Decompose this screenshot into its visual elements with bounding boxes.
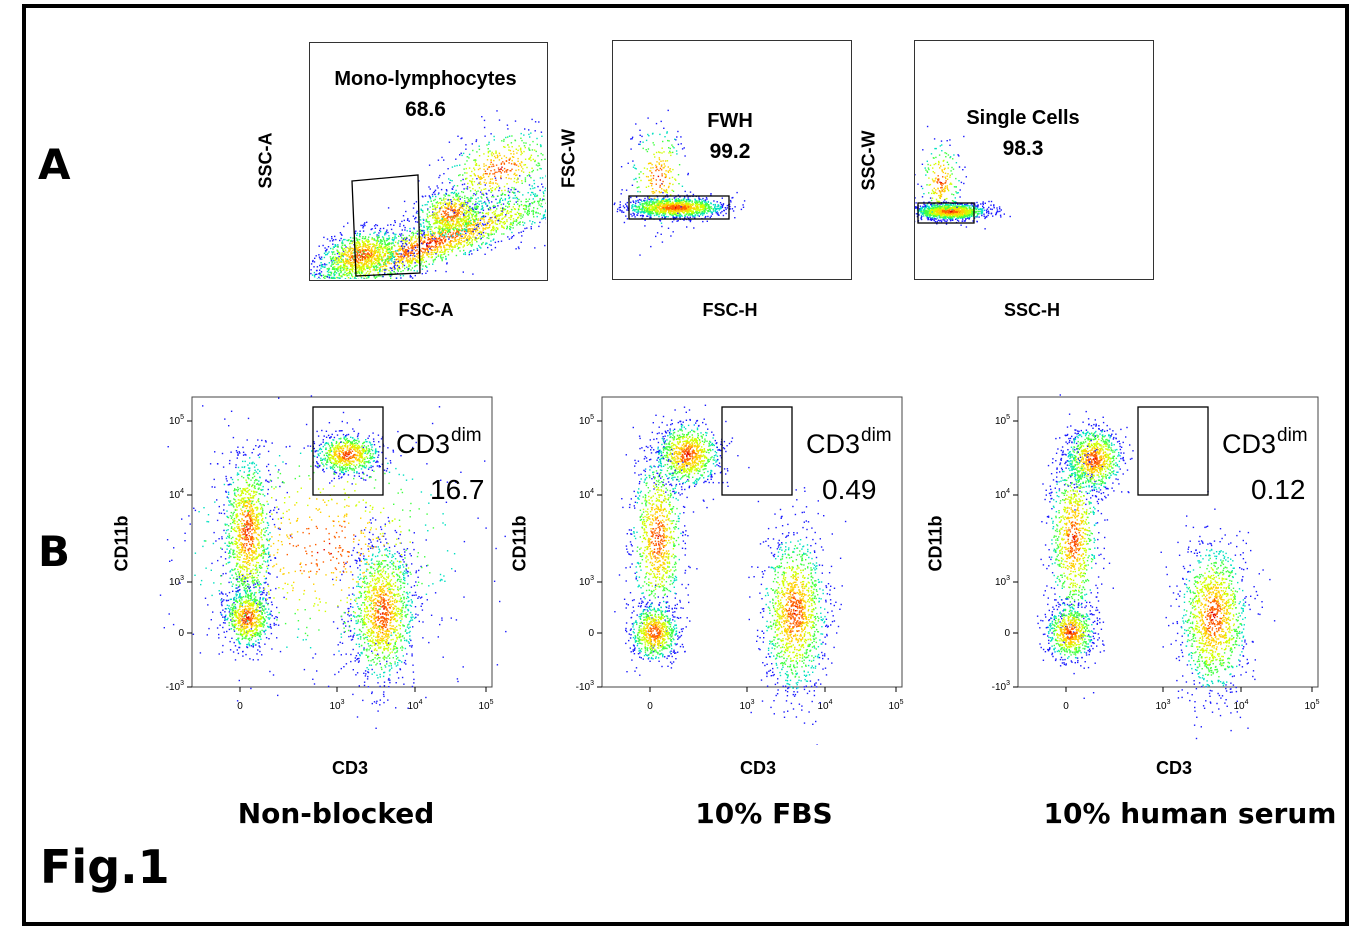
x-tick-label: 103	[329, 699, 344, 712]
gate-value-a3: 98.3	[1002, 137, 1044, 160]
gate-polygon-a1	[351, 174, 421, 277]
plot-a2-canvas	[613, 109, 746, 256]
density-cloud-a3	[915, 197, 1011, 230]
plot-a3-canvas	[915, 125, 1011, 230]
density-cloud-b2-cd3	[748, 487, 847, 745]
x-tick-label: 103	[1155, 699, 1170, 712]
density-cloud-b1-neg	[216, 572, 285, 661]
density-cloud-b3-cd3	[1160, 490, 1276, 740]
y-tick-label: 104	[169, 488, 184, 501]
plot-b3: 105 104 103 0 -103 0 103 104 105	[992, 394, 1320, 740]
x-tick-label: 105	[478, 699, 493, 712]
x-tick-label: 0	[1063, 701, 1069, 712]
density-cloud-a2	[613, 183, 746, 223]
gate-value-b2: 0.49	[822, 474, 877, 505]
plot-b2: 105 104 103 0 -103 0 103 104 105	[576, 396, 904, 745]
x-tick-label: 0	[237, 701, 243, 712]
density-cloud-b2-cd11b-mid	[618, 414, 715, 673]
axes-b3: 105 104 103 0 -103 0 103 104 105	[992, 396, 1320, 712]
y-tick-label: -103	[992, 680, 1010, 693]
gate-value-b3: 0.12	[1251, 474, 1306, 505]
y-axis-label-a2: FSC-W	[558, 129, 579, 188]
gate-label-b1: CD3dim	[396, 425, 482, 459]
y-tick-label: 105	[169, 414, 184, 427]
density-cloud-a2-spread	[620, 109, 695, 256]
x-tick-label: 103	[739, 699, 754, 712]
y-tick-label: 103	[169, 575, 184, 588]
y-tick-label: 105	[579, 414, 594, 427]
plot-b1: 105 104 103 0 -103 0 103 104 105	[159, 395, 507, 729]
gate-value-b1: 16.7	[430, 474, 485, 505]
figure-label: Fig.1	[40, 840, 170, 894]
x-tick-label: 0	[647, 701, 653, 712]
y-tick-label: 103	[579, 575, 594, 588]
density-cloud-b2-neg	[614, 584, 691, 676]
plot-a2	[612, 40, 852, 280]
condition-label-b1: Non-blocked	[237, 797, 435, 830]
density-cloud-a1-mono	[387, 173, 503, 255]
x-axis-label-a2: FSC-H	[702, 300, 758, 320]
gate-rect-a3	[917, 202, 975, 224]
plot-a1	[309, 42, 548, 281]
y-axis-label-b2: CD11b	[509, 515, 530, 572]
x-tick-label: 104	[407, 699, 422, 712]
y-tick-label: 0	[588, 628, 594, 639]
density-cloud-b3-neg	[1036, 593, 1105, 694]
gate-label-a1: Mono-lymphocytes	[334, 68, 517, 90]
x-tick-label: 105	[888, 699, 903, 712]
density-cloud-b3-cd11b-high	[1050, 410, 1134, 511]
gate-rect-b2	[721, 406, 793, 496]
y-axis-label-b1: CD11b	[111, 515, 132, 572]
density-cloud-b2-cd11b-high	[632, 404, 750, 513]
x-axis-label-b1: CD3	[331, 758, 368, 778]
gate-label-b3: CD3dim	[1222, 425, 1308, 459]
x-axis-label-a3: SSC-H	[1003, 300, 1060, 320]
y-tick-label: 0	[178, 628, 184, 639]
y-tick-label: 104	[579, 488, 594, 501]
gate-rect-b3	[1137, 406, 1209, 496]
density-cloud-b1-scatter	[159, 395, 507, 702]
x-axis-label-a1: FSC-A	[398, 300, 454, 320]
plot-a3	[914, 40, 1154, 280]
gate-value-a1: 68.6	[405, 98, 446, 121]
gate-rect-b1	[312, 406, 384, 496]
y-tick-label: 105	[995, 414, 1010, 427]
y-tick-label: 103	[995, 575, 1010, 588]
condition-label-b2: 10% FBS	[695, 797, 833, 830]
x-axis-label-b3: CD3	[1155, 758, 1192, 778]
density-cloud-a1-high	[418, 110, 547, 252]
figure-frame	[22, 4, 1349, 926]
condition-label-b3: 10% human serum	[1043, 797, 1337, 830]
gate-rect-a2	[628, 195, 730, 220]
gate-value-a2: 99.2	[709, 140, 751, 163]
y-axis-label-b3: CD11b	[925, 515, 946, 572]
plot-a1-canvas	[310, 110, 547, 280]
y-tick-label: -103	[166, 680, 184, 693]
density-cloud-a3-spread	[915, 125, 967, 226]
x-tick-label: 105	[1304, 699, 1319, 712]
y-tick-label: 0	[1004, 628, 1010, 639]
gate-label-a3: Single Cells	[966, 107, 1080, 129]
density-cloud-b3-cd11b-mid	[1040, 394, 1114, 699]
y-axis-label-a3: SSC-W	[858, 130, 879, 191]
density-cloud-b1-cd11b-high	[303, 420, 395, 485]
gate-label-a2: FWH	[707, 110, 753, 132]
panel-a-label: A	[38, 140, 71, 189]
x-tick-label: 104	[1233, 699, 1248, 712]
x-tick-label: 104	[817, 699, 832, 712]
y-tick-label: 104	[995, 488, 1010, 501]
density-cloud-b1-cd3	[327, 506, 444, 729]
gate-label-b2: CD3dim	[806, 425, 892, 459]
x-axis-label-b2: CD3	[739, 758, 776, 778]
y-axis-label-a1: SSC-A	[255, 132, 276, 189]
y-tick-label: -103	[576, 680, 594, 693]
panel-b-label: B	[38, 527, 71, 576]
